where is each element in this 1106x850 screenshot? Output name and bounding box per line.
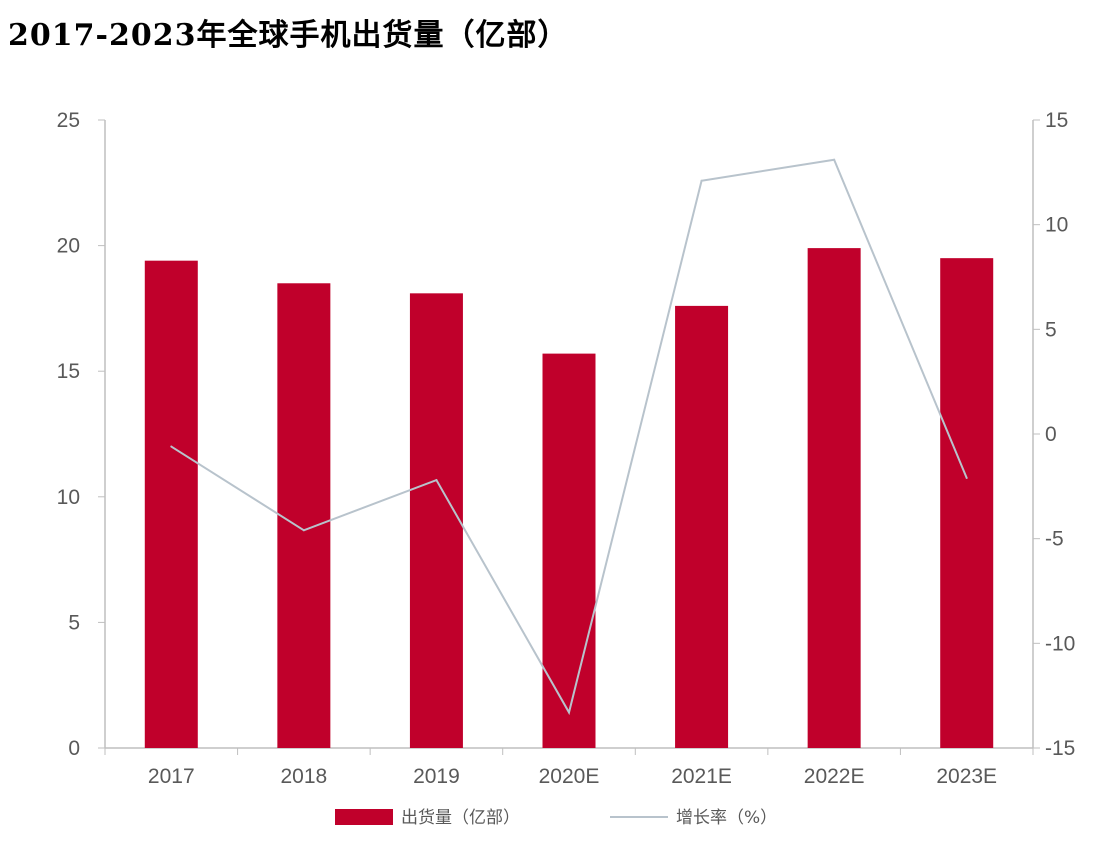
- right-tick-label: -15: [1045, 737, 1075, 760]
- legend-bar-swatch: [335, 809, 393, 825]
- line-point: [700, 179, 703, 182]
- right-tick-label: 15: [1045, 109, 1068, 132]
- left-tick-label: 25: [57, 109, 80, 132]
- x-tick-label: 2021E: [671, 765, 732, 788]
- line-point: [568, 711, 570, 714]
- legend-line-label: 增长率（%）: [676, 808, 777, 828]
- line-point: [435, 479, 438, 482]
- left-tick-label: 15: [57, 360, 80, 383]
- left-tick-label: 20: [57, 235, 80, 258]
- bar: [675, 305, 729, 748]
- bar: [807, 248, 861, 748]
- x-tick-label: 2022E: [804, 765, 865, 788]
- x-tick-label: 2017: [148, 765, 195, 788]
- bar: [144, 260, 198, 748]
- x-tick-label: 2019: [413, 765, 460, 788]
- left-tick-label: 5: [68, 611, 80, 634]
- chart-title: 2017-2023年全球手机出货量（亿部）: [8, 18, 569, 53]
- right-tick-label: 0: [1045, 423, 1057, 446]
- line-point: [170, 445, 173, 448]
- legend-bar-label: 出货量（亿部）: [401, 808, 520, 828]
- bar: [277, 283, 331, 748]
- right-tick-label: -10: [1045, 632, 1075, 655]
- line-point: [965, 476, 968, 479]
- right-tick-label: 10: [1045, 214, 1068, 237]
- bar: [409, 293, 463, 748]
- x-tick-label: 2023E: [936, 765, 997, 788]
- left-tick-label: 10: [57, 486, 80, 509]
- line-point: [302, 529, 305, 532]
- right-tick-label: -5: [1045, 528, 1064, 551]
- x-tick-label: 2018: [280, 765, 327, 788]
- right-tick-label: 5: [1045, 318, 1057, 341]
- bar: [940, 258, 994, 748]
- line-point: [833, 158, 836, 161]
- left-tick-label: 0: [68, 737, 80, 760]
- bar: [542, 353, 596, 748]
- x-tick-label: 2020E: [539, 765, 600, 788]
